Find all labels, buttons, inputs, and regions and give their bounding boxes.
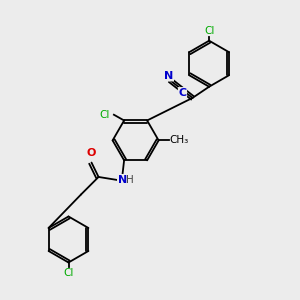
Text: C: C [178, 88, 187, 98]
Text: N: N [164, 71, 173, 81]
Text: N: N [118, 175, 127, 184]
Text: Cl: Cl [63, 268, 74, 278]
Text: H: H [126, 175, 134, 184]
Text: Cl: Cl [100, 110, 110, 120]
Text: Cl: Cl [204, 26, 214, 36]
Text: CH₃: CH₃ [169, 135, 189, 146]
Text: O: O [87, 148, 96, 158]
